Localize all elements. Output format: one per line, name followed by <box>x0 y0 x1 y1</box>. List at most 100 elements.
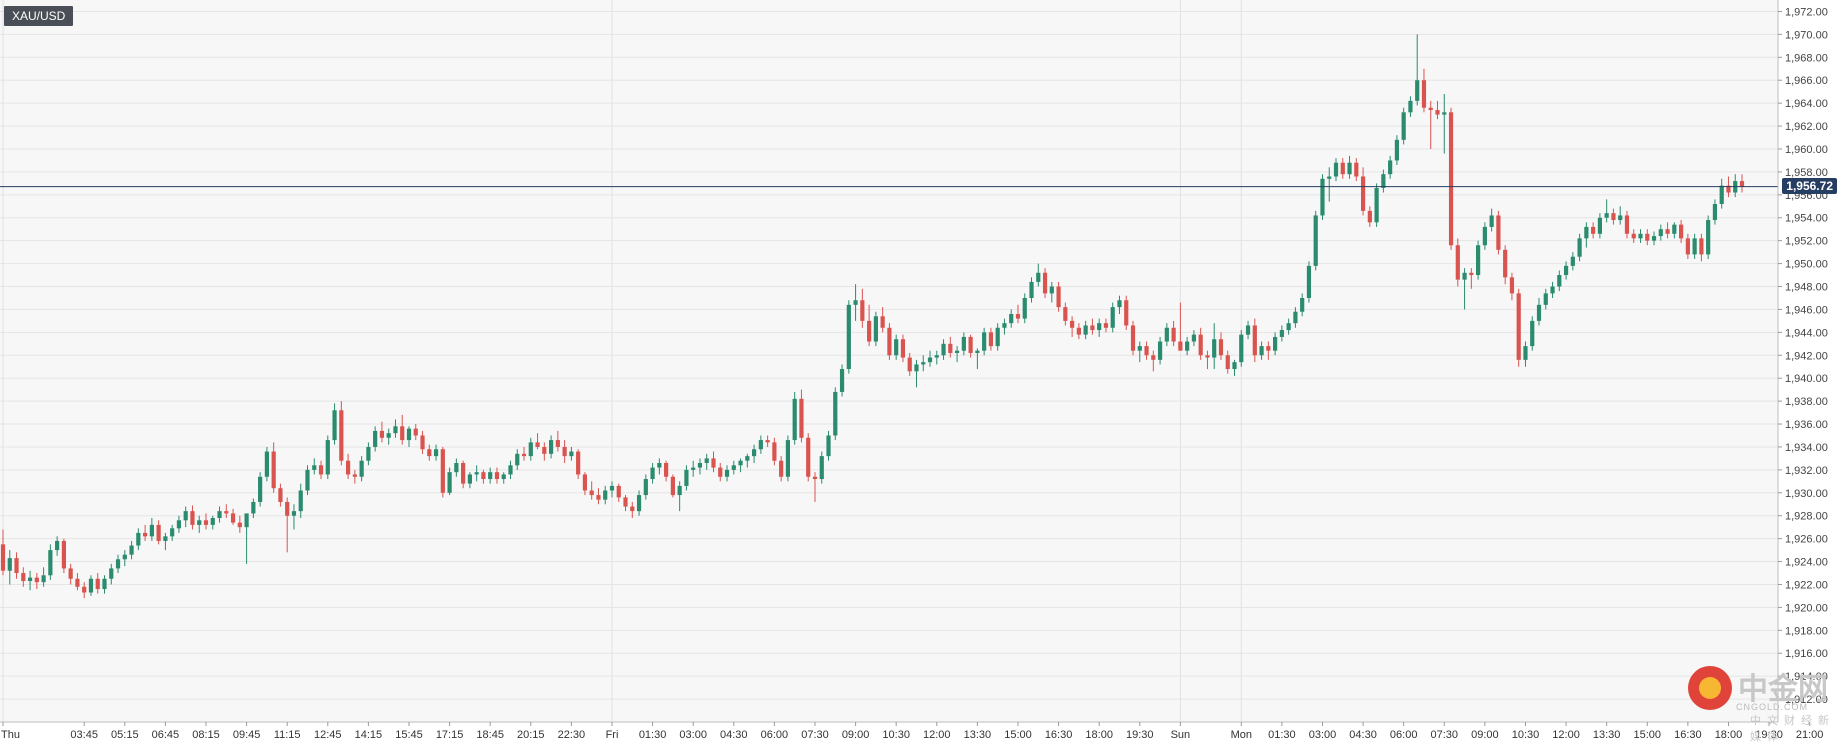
x-tick-label: 20:15 <box>517 729 545 741</box>
candle-body <box>535 442 540 447</box>
candle-body <box>285 501 290 516</box>
candle-body <box>1198 334 1203 356</box>
y-tick-label: 1,958.00 <box>1785 167 1828 179</box>
candle-body <box>1469 272 1474 276</box>
candle <box>1611 208 1616 225</box>
candle <box>1252 318 1257 363</box>
candle-body <box>684 469 689 486</box>
candle <box>1212 323 1217 370</box>
candle <box>535 433 540 450</box>
candle-body <box>190 511 195 525</box>
candle <box>373 426 378 452</box>
candle-body <box>1699 238 1704 255</box>
y-tick-label: 1,934.00 <box>1785 442 1828 454</box>
candle <box>1340 158 1345 179</box>
candle-body <box>948 343 953 353</box>
candle <box>1523 341 1528 367</box>
x-tick-label: Mon <box>1231 729 1252 741</box>
candle <box>1381 169 1386 193</box>
candle <box>1658 224 1663 241</box>
candle-body <box>1408 100 1413 113</box>
candle <box>494 467 500 484</box>
candle-body <box>95 578 100 590</box>
candle <box>988 327 994 351</box>
candle-body <box>1056 286 1061 308</box>
candle <box>1442 93 1447 154</box>
candle <box>657 458 662 475</box>
candle <box>1367 206 1372 227</box>
candle-body <box>1388 160 1393 175</box>
x-tick-label: 19:30 <box>1126 729 1154 741</box>
candle <box>975 348 980 370</box>
candle <box>420 430 425 454</box>
candle-body <box>244 513 249 528</box>
x-tick-label: 03:00 <box>679 729 707 741</box>
candle-body <box>129 545 134 555</box>
candle-body <box>704 458 709 463</box>
candle-body <box>718 467 723 477</box>
candle <box>819 451 824 484</box>
candle-body <box>1462 272 1467 280</box>
candle <box>1259 341 1264 360</box>
candle-body <box>1557 275 1562 287</box>
x-tick-label: 04:30 <box>720 729 748 741</box>
candle-body <box>636 495 642 512</box>
candle-body <box>887 327 892 356</box>
candle <box>1570 252 1575 271</box>
candle <box>1530 316 1535 351</box>
candle <box>1306 261 1312 303</box>
candle-body <box>1448 112 1454 246</box>
candle <box>244 513 249 564</box>
candle-body <box>1618 215 1623 221</box>
x-tick-label: 12:00 <box>923 729 951 741</box>
candle-body <box>149 524 154 537</box>
candle <box>907 352 912 376</box>
candle <box>305 465 310 496</box>
candle-body <box>1658 229 1663 237</box>
candle-body <box>467 474 472 484</box>
candle-body <box>1103 323 1109 328</box>
x-tick-label: 04:30 <box>1349 729 1377 741</box>
candle-body <box>1232 362 1237 370</box>
candle <box>724 465 730 482</box>
x-tick-label: 18:45 <box>476 729 504 741</box>
candle-body <box>589 490 594 496</box>
candle <box>433 444 439 461</box>
candle <box>718 462 723 482</box>
candle-body <box>745 456 750 461</box>
candle-body <box>873 316 878 342</box>
candle <box>115 554 121 574</box>
candle <box>1638 229 1643 243</box>
candle-body <box>386 433 391 438</box>
candle-body <box>1002 323 1007 328</box>
candle-body <box>1340 162 1345 175</box>
x-tick-label: 09:45 <box>233 729 261 741</box>
candle-body <box>1516 293 1521 360</box>
candle <box>1036 263 1041 287</box>
candle <box>1286 318 1291 335</box>
candle <box>501 472 506 484</box>
candle-body <box>298 490 303 512</box>
candle-body <box>1009 314 1014 324</box>
candle <box>1273 332 1278 356</box>
candle <box>765 435 770 447</box>
candle <box>1103 318 1109 333</box>
candle-body <box>339 410 344 461</box>
candle <box>1002 318 1007 335</box>
candle <box>1293 307 1298 328</box>
x-tick-label: 19:30 <box>1755 729 1783 741</box>
candle-body <box>1076 327 1081 335</box>
candle <box>413 424 418 441</box>
candle-body <box>1611 213 1616 221</box>
candle <box>1672 222 1677 239</box>
candle <box>142 524 148 541</box>
candle <box>55 536 60 556</box>
y-tick-label: 1,962.00 <box>1785 121 1828 133</box>
candle-body <box>954 350 960 353</box>
candle <box>609 481 615 498</box>
candle <box>826 430 831 461</box>
candle-body <box>1354 162 1359 177</box>
candle-body <box>1503 249 1508 278</box>
candle <box>1679 220 1684 243</box>
